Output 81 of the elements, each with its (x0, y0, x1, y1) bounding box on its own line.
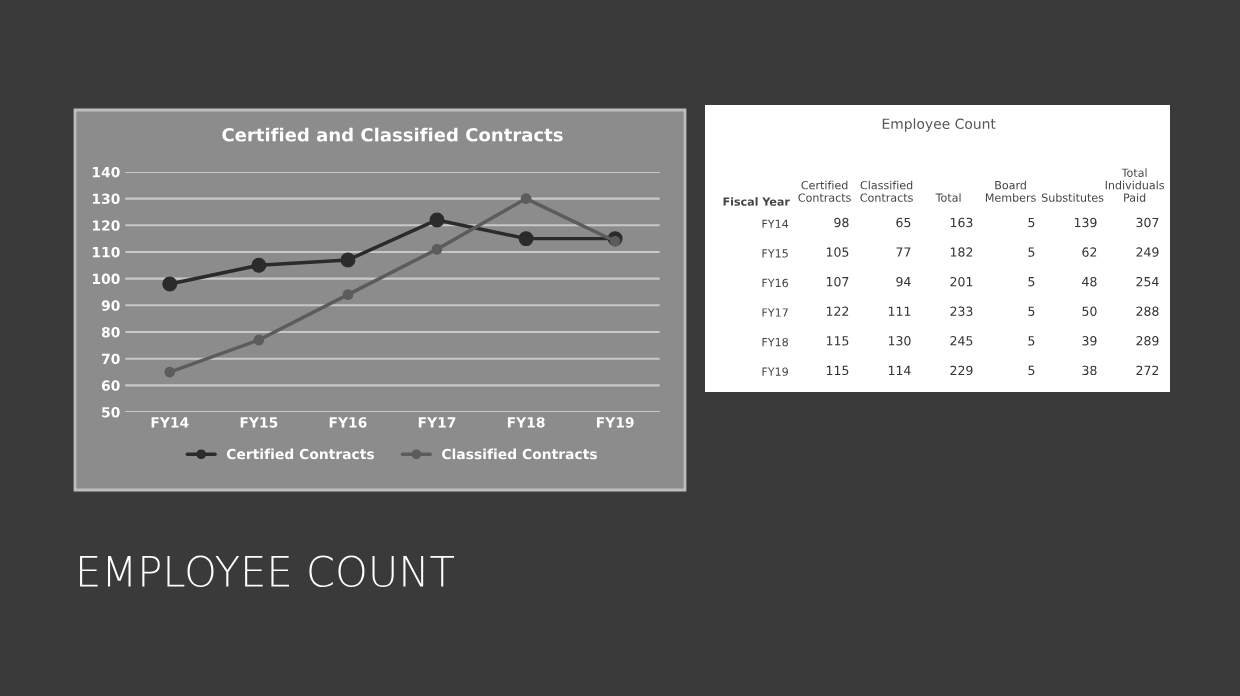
data-label: 5 (1028, 217, 1035, 228)
data-label: 77 (896, 247, 911, 257)
data-label: 201 (950, 276, 973, 287)
data-label: 38 (1082, 365, 1097, 376)
data-label: 272 (1136, 365, 1159, 375)
point (429, 212, 445, 228)
x-tick-label: Total (935, 193, 961, 202)
data-label: 50 (1082, 306, 1097, 316)
data-label: 289 (1136, 336, 1159, 346)
point (251, 257, 267, 273)
y-tick-label: FY14 (762, 219, 789, 228)
y-tick-label: 90 (101, 300, 120, 311)
data-label: 39 (1082, 336, 1097, 346)
data-label: 5 (1028, 365, 1035, 376)
legend-label: Certified Contracts (226, 448, 375, 460)
data-label: 98 (834, 217, 849, 228)
y-tick-label: FY18 (762, 337, 788, 347)
data-label: 65 (896, 217, 911, 228)
data-label: 5 (1028, 336, 1035, 346)
y-tick-label: 110 (92, 246, 120, 258)
data-label: 105 (826, 247, 849, 257)
point (431, 243, 443, 255)
data-label: 130 (888, 336, 911, 346)
y-tick-label: 100 (92, 273, 120, 285)
y-tick-label: 80 (101, 326, 120, 338)
y-tick-label: FY16 (762, 278, 789, 288)
x-tick-label: FY15 (240, 417, 278, 428)
y-tick-label: 120 (92, 220, 120, 231)
x-tick-label: FY19 (596, 417, 634, 428)
x-tick-label: Total Individuals Paid (1105, 168, 1165, 202)
point (253, 334, 265, 346)
y-tick-label: FY15 (762, 249, 788, 258)
x-tick-label: FY18 (507, 417, 545, 428)
point (340, 252, 356, 268)
y-tick-label: 50 (102, 407, 120, 418)
data-label: 114 (888, 365, 911, 375)
y-tick-label: 70 (101, 353, 120, 365)
data-label: 5 (1028, 277, 1035, 287)
x-tick-label: FY14 (151, 417, 189, 428)
y-tick-label: 140 (92, 166, 120, 178)
x-tick-label: Board Members (985, 180, 1036, 202)
data-label: 288 (1136, 306, 1159, 316)
data-label: 307 (1136, 217, 1159, 228)
data-label: 249 (1136, 247, 1159, 257)
point (518, 231, 534, 247)
point (520, 193, 532, 204)
point (609, 235, 621, 247)
y-tick-label: FY17 (762, 308, 788, 317)
data-label: 233 (950, 306, 973, 316)
data-label: 182 (950, 247, 973, 257)
chart-title: Certified and Classified Contracts (222, 127, 563, 142)
data-label: 115 (826, 336, 849, 346)
data-label: 245 (950, 336, 973, 346)
point (164, 366, 176, 378)
chart-title: Employee Count (882, 118, 996, 132)
data-label: 229 (950, 365, 973, 376)
x-tick-label: Substitutes (1041, 193, 1104, 202)
x-tick-label: FY17 (418, 417, 456, 428)
y-axis-title: Fiscal Year (723, 197, 790, 206)
data-label: 254 (1136, 276, 1159, 287)
y-tick-label: FY19 (762, 367, 788, 376)
data-label: 122 (826, 306, 849, 316)
data-label: 48 (1082, 276, 1097, 287)
x-tick-label: Classified Contracts (860, 180, 913, 202)
text: EMPLOYEE COUNT (80, 555, 455, 588)
data-label: 139 (1074, 217, 1097, 228)
data-label: 107 (826, 276, 849, 287)
data-label: 5 (1028, 306, 1035, 316)
data-label: 115 (826, 365, 849, 376)
x-tick-label: Certified Contracts (798, 180, 851, 202)
data-label: 5 (1028, 247, 1035, 257)
data-label: 62 (1082, 247, 1097, 257)
y-tick-label: 60 (101, 380, 120, 391)
point (342, 289, 354, 301)
data-label: 111 (888, 306, 911, 316)
data-label: 94 (896, 276, 911, 287)
point (162, 276, 178, 292)
data-label: 163 (950, 217, 973, 228)
y-tick-label: 130 (92, 193, 120, 205)
x-tick-label: FY16 (329, 417, 367, 428)
legend-label: Classified Contracts (442, 448, 597, 460)
